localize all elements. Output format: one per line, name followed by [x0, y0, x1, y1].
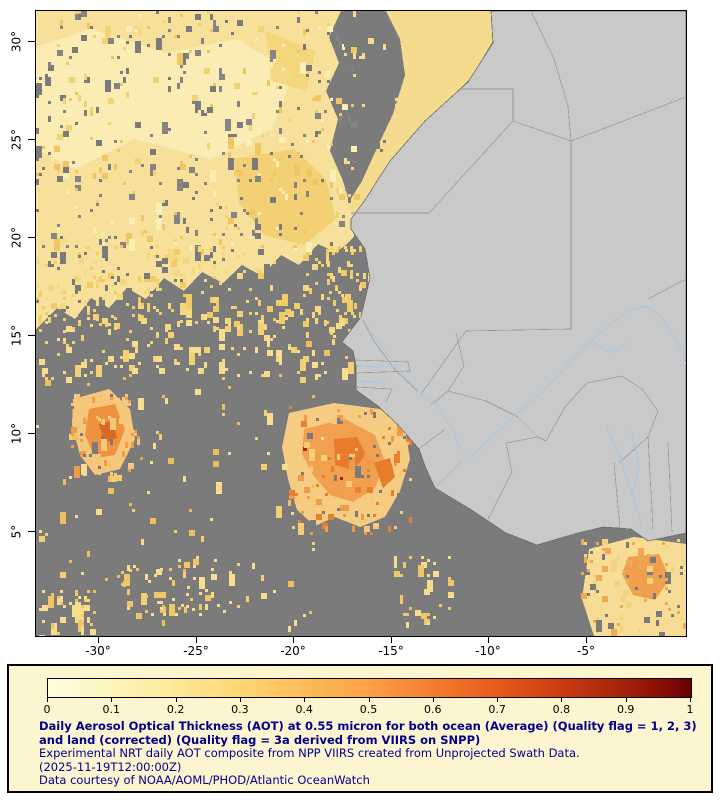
colorbar-tick-label: 0.7 [488, 703, 506, 716]
colorbar-tick-label: 0.9 [616, 703, 635, 716]
high-aot-speck [340, 477, 343, 480]
legend-timestamp: (2025-11-19T12:00:00Z) [39, 759, 182, 774]
lon-tick-label: -30° [85, 644, 111, 658]
high-aot-speck [303, 447, 307, 451]
colorbar-tick-label: 0.4 [295, 703, 313, 716]
lat-tick-label: 5° [9, 524, 24, 539]
lon-tick [98, 636, 99, 643]
dust-plume-deep2 [374, 458, 395, 488]
lon-tick [488, 636, 489, 643]
colorbar-tick [625, 698, 627, 702]
colorbar-tick [47, 698, 48, 702]
lon-tick-label: -10° [475, 644, 501, 658]
rivers [357, 305, 686, 528]
colorbar-tick-label: 0.1 [102, 703, 121, 716]
legend-text-block: Daily Aerosol Optical Thickness (AOT) at… [39, 719, 699, 788]
africa-landmass [341, 11, 686, 546]
colorbar-tick-label: 0.8 [552, 703, 571, 716]
dust-plume-deep [334, 437, 366, 470]
colorbar-tick-label: 0.5 [359, 703, 378, 716]
lon-tick [586, 636, 587, 643]
colorbar-tick [690, 698, 691, 702]
colorbar-tick [239, 698, 241, 702]
colorbar-tick-label: 1 [686, 703, 694, 716]
lon-tick-label: -25° [183, 644, 209, 658]
lon-tick [196, 636, 197, 643]
aerosol-coastal-strip [347, 11, 493, 216]
lat-tick [28, 433, 35, 434]
colorbar-tick-label: 0.6 [424, 703, 442, 716]
lat-tick-label: 25° [9, 128, 24, 151]
lon-tick-label: -15° [378, 644, 404, 658]
colorbar-tick [497, 698, 499, 702]
aot-map-image [36, 11, 686, 636]
legend-credit: Data courtesy of NOAA/AOML/PHOD/Atlantic… [39, 773, 370, 787]
legend-subtitle: Experimental NRT daily AOT composite fro… [39, 746, 580, 760]
map-plot-area [35, 10, 687, 637]
legend-box: Daily Aerosol Optical Thickness (AOT) at… [7, 664, 713, 793]
lat-tick-label: 20° [9, 226, 24, 249]
colorbar-tick [111, 698, 113, 702]
colorbar-tick-label: 0.3 [231, 703, 249, 716]
lat-tick-label: 15° [9, 324, 24, 347]
lon-tick-label: -20° [280, 644, 306, 658]
lon-tick [391, 636, 392, 643]
colorbar-tick [561, 698, 563, 702]
gulf-patch-orange [622, 554, 670, 600]
colorbar-tick [432, 698, 434, 702]
lat-tick-label: 10° [9, 422, 24, 445]
land-layer [341, 11, 686, 546]
lat-tick-label: 30° [9, 30, 24, 53]
lat-tick [28, 531, 35, 532]
lat-tick [28, 139, 35, 140]
colorbar-tick [368, 698, 370, 702]
data-pixel-speckles [36, 11, 686, 636]
colorbar-tick [304, 698, 306, 702]
lat-tick [28, 41, 35, 42]
lat-tick [28, 237, 35, 238]
colorbar-tick-label: 0.2 [166, 703, 185, 716]
lon-tick [293, 636, 294, 643]
colorbar-tick [175, 698, 177, 702]
lon-tick-label: -5° [577, 644, 595, 658]
legend-title: Daily Aerosol Optical Thickness (AOT) at… [39, 719, 697, 747]
colorbar-tick-label: 0 [43, 703, 51, 716]
aot-colorbar [47, 678, 692, 698]
lat-tick [28, 335, 35, 336]
